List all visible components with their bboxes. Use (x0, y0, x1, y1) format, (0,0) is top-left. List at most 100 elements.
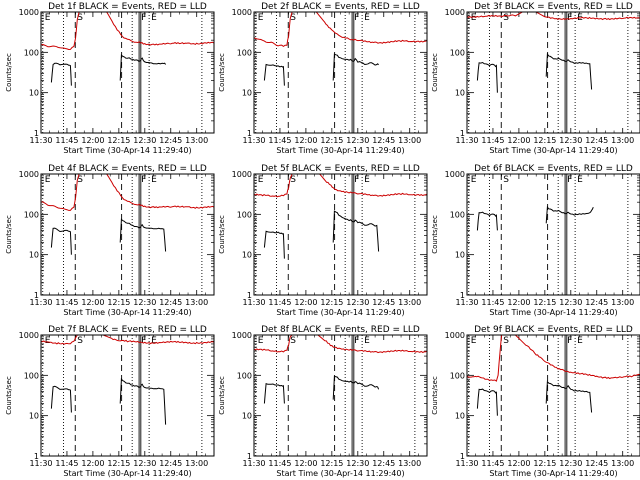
event-marker-label: F (141, 13, 146, 23)
lld-series-line (515, 335, 640, 380)
y-tick-label: 1000 (232, 331, 252, 340)
y-tick-label: 1000 (232, 170, 252, 179)
chart-title: Det 7f BLACK = Events, RED = LLD (48, 325, 207, 335)
lld-series-line (467, 12, 523, 19)
event-marker-label: F (567, 336, 572, 346)
x-tick-label: 11:30 (455, 136, 478, 145)
lld-series-line (254, 174, 293, 198)
y-tick-label: 10 (455, 251, 465, 260)
x-tick-label: 11:45 (268, 136, 291, 145)
y-tick-label: 1 (460, 291, 465, 300)
y-tick-label: 100 (450, 48, 465, 57)
event-marker-label: E (151, 175, 157, 185)
detector-panel-6: Det 6f BLACK = Events, RED = LLD 1 10 100 10… (431, 164, 640, 317)
x-tick-label: 13:00 (185, 136, 208, 145)
y-tick-label: 100 (237, 371, 252, 380)
x-axis-label: Start Time (30-Apr-14 11:29:40) (63, 469, 191, 478)
y-axis-label: Counts/sec (218, 53, 226, 92)
x-tick-label: 13:00 (611, 136, 634, 145)
x-tick-label: 12:15 (533, 136, 556, 145)
x-tick-label: 12:30 (133, 298, 156, 307)
x-tick-label: 13:00 (398, 136, 421, 145)
event-marker-label: E (151, 336, 157, 346)
y-tick-label: 10 (29, 89, 39, 98)
x-axis-label: Start Time (30-Apr-14 11:29:40) (276, 146, 404, 155)
y-axis-label: Counts/sec (5, 376, 13, 415)
events-series-line (545, 205, 594, 224)
y-tick-label: 100 (237, 48, 252, 57)
series-group (254, 12, 427, 86)
lld-series-line (254, 12, 293, 48)
event-marker-label: E (577, 336, 583, 346)
event-marker-label: E (364, 13, 370, 23)
x-tick-label: 12:00 (81, 459, 104, 468)
x-tick-label: 11:30 (455, 459, 478, 468)
series-group (467, 335, 640, 416)
x-tick-label: 11:30 (242, 298, 265, 307)
y-tick-label: 1 (34, 129, 39, 138)
plot-frame (253, 173, 428, 296)
event-marker-label: E (364, 175, 370, 185)
lld-series-line (106, 12, 214, 46)
event-marker-label: E (364, 336, 370, 346)
x-tick-label: 11:45 (481, 136, 504, 145)
plot-frame (253, 11, 428, 134)
x-tick-label: 12:15 (107, 136, 130, 145)
series-group (41, 12, 214, 86)
x-tick-label: 11:45 (55, 298, 78, 307)
x-tick-label: 11:30 (242, 136, 265, 145)
y-tick-label: 1 (34, 291, 39, 300)
y-tick-label: 1 (247, 291, 252, 300)
x-tick-label: 11:45 (481, 298, 504, 307)
y-axis-label: Counts/sec (431, 215, 439, 254)
lld-series-line (41, 335, 78, 345)
x-tick-label: 12:15 (320, 136, 343, 145)
detector-panel-8: Det 8f BLACK = Events, RED = LLD 1 10 100 10… (218, 325, 428, 478)
x-tick-label: 12:45 (585, 136, 608, 145)
x-tick-label: 11:45 (268, 459, 291, 468)
events-series-line (263, 63, 285, 86)
x-tick-label: 12:00 (81, 298, 104, 307)
events-series-line (50, 227, 72, 255)
y-tick-label: 10 (455, 412, 465, 421)
plot-frame (40, 173, 215, 296)
x-tick-label: 12:15 (533, 298, 556, 307)
events-series-line (119, 378, 167, 425)
y-tick-label: 100 (237, 210, 252, 219)
x-tick-label: 12:45 (585, 459, 608, 468)
x-tick-label: 11:30 (29, 298, 52, 307)
x-tick-label: 12:45 (159, 136, 182, 145)
event-marker-label: S (290, 336, 296, 346)
x-tick-label: 12:00 (294, 136, 317, 145)
y-tick-label: 100 (24, 371, 39, 380)
x-tick-label: 11:45 (481, 459, 504, 468)
events-series-line (332, 53, 379, 81)
event-marker-label: F (354, 13, 359, 23)
events-series-line (476, 388, 498, 416)
event-marker-label: E (258, 336, 264, 346)
x-tick-label: 11:30 (29, 136, 52, 145)
x-tick-label: 12:30 (559, 459, 582, 468)
y-tick-label: 1000 (19, 170, 39, 179)
chart-title: Det 2f BLACK = Events, RED = LLD (261, 2, 420, 12)
event-marker-label: E (45, 336, 51, 346)
x-axis-label: Start Time (30-Apr-14 11:29:40) (63, 308, 191, 317)
x-tick-label: 13:00 (185, 459, 208, 468)
event-marker-label: S (77, 336, 83, 346)
event-marker-label: E (258, 175, 264, 185)
detector-panel-9: Det 9f BLACK = Events, RED = LLD 1 10 100 10… (431, 325, 640, 478)
x-tick-label: 12:15 (533, 459, 556, 468)
x-axis-label: Start Time (30-Apr-14 11:29:40) (63, 146, 191, 155)
events-series-line (476, 211, 498, 231)
events-series-line (119, 54, 167, 81)
lld-series-line (319, 174, 427, 197)
detector-panel-2: Det 2f BLACK = Events, RED = LLD 1 10 100 10… (218, 2, 428, 155)
y-axis-label: Counts/sec (431, 53, 439, 92)
lld-series-line (535, 12, 640, 21)
y-tick-label: 1000 (445, 8, 465, 17)
x-tick-label: 11:30 (29, 459, 52, 468)
event-marker-label: F (567, 13, 572, 23)
y-tick-label: 100 (24, 210, 39, 219)
y-tick-label: 1000 (445, 170, 465, 179)
event-marker-label: E (45, 175, 51, 185)
